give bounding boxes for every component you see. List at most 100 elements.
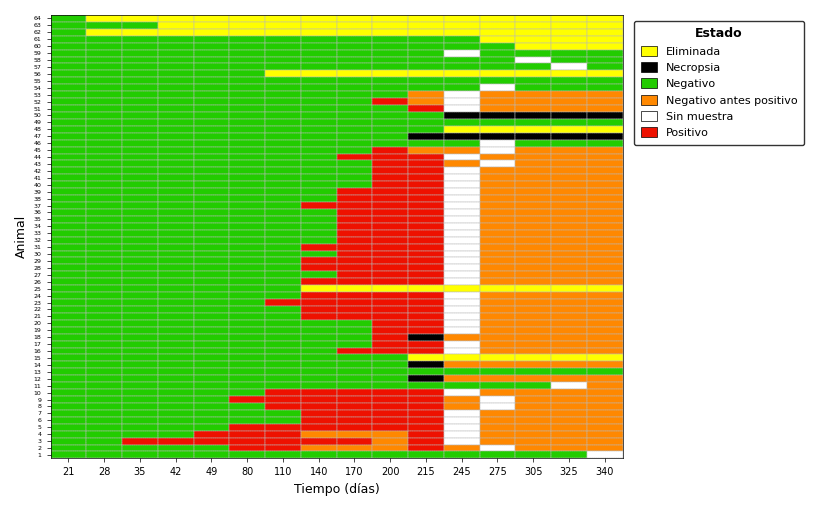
Bar (550, 209, 586, 216)
Bar (86, 98, 122, 105)
Bar (86, 71, 122, 77)
Bar (157, 84, 193, 91)
Bar (193, 410, 229, 417)
Bar (86, 209, 122, 216)
Bar (157, 77, 193, 84)
Bar (301, 71, 336, 77)
Bar (372, 278, 408, 285)
Bar (86, 347, 122, 355)
Bar (336, 306, 372, 313)
Bar (265, 230, 301, 237)
Bar (265, 389, 301, 396)
Bar (443, 133, 479, 140)
Bar (408, 216, 443, 223)
Bar (301, 119, 336, 126)
Bar (86, 188, 122, 195)
Bar (479, 57, 514, 63)
Bar (408, 29, 443, 36)
Bar (229, 361, 265, 368)
Bar (586, 209, 622, 216)
Bar (86, 313, 122, 320)
Bar (229, 347, 265, 355)
Bar (550, 244, 586, 250)
Bar (479, 140, 514, 147)
Bar (51, 84, 86, 91)
Bar (301, 320, 336, 327)
Bar (372, 445, 408, 452)
Bar (301, 216, 336, 223)
Bar (514, 264, 550, 271)
Bar (122, 347, 157, 355)
Bar (157, 244, 193, 250)
Bar (514, 278, 550, 285)
Bar (550, 368, 586, 375)
Bar (86, 91, 122, 98)
Bar (301, 437, 336, 445)
Bar (51, 57, 86, 63)
Bar (265, 355, 301, 361)
Bar (479, 22, 514, 29)
Bar (157, 278, 193, 285)
Bar (193, 396, 229, 403)
Bar (408, 230, 443, 237)
Bar (479, 195, 514, 202)
Bar (479, 181, 514, 188)
Bar (550, 195, 586, 202)
Bar (336, 341, 372, 347)
Bar (86, 84, 122, 91)
Bar (193, 347, 229, 355)
Bar (514, 174, 550, 181)
Bar (229, 77, 265, 84)
Bar (86, 50, 122, 57)
Bar (372, 216, 408, 223)
Bar (122, 147, 157, 154)
Y-axis label: Animal: Animal (15, 215, 28, 259)
Bar (51, 126, 86, 133)
Bar (550, 347, 586, 355)
Bar (479, 258, 514, 264)
Bar (301, 133, 336, 140)
Bar (408, 396, 443, 403)
Bar (51, 306, 86, 313)
Bar (51, 174, 86, 181)
Bar (86, 334, 122, 341)
Bar (229, 334, 265, 341)
Bar (122, 15, 157, 22)
Bar (229, 292, 265, 299)
Bar (550, 174, 586, 181)
Bar (193, 126, 229, 133)
Bar (372, 43, 408, 50)
Bar (408, 209, 443, 216)
Bar (229, 341, 265, 347)
Bar (550, 91, 586, 98)
Bar (51, 355, 86, 361)
Bar (514, 410, 550, 417)
Bar (408, 202, 443, 209)
Bar (479, 77, 514, 84)
Bar (229, 181, 265, 188)
Bar (514, 181, 550, 188)
Bar (301, 299, 336, 306)
Bar (122, 133, 157, 140)
Bar (443, 437, 479, 445)
Bar (372, 368, 408, 375)
Bar (408, 36, 443, 43)
Bar (229, 22, 265, 29)
Bar (514, 382, 550, 389)
Bar (479, 396, 514, 403)
Bar (193, 389, 229, 396)
Bar (229, 285, 265, 292)
Bar (336, 258, 372, 264)
Bar (586, 327, 622, 334)
Bar (229, 29, 265, 36)
Bar (229, 15, 265, 22)
Bar (372, 126, 408, 133)
Bar (301, 355, 336, 361)
Bar (372, 188, 408, 195)
Bar (586, 77, 622, 84)
Bar (586, 347, 622, 355)
Bar (514, 334, 550, 341)
Bar (372, 174, 408, 181)
Bar (443, 22, 479, 29)
Bar (51, 347, 86, 355)
